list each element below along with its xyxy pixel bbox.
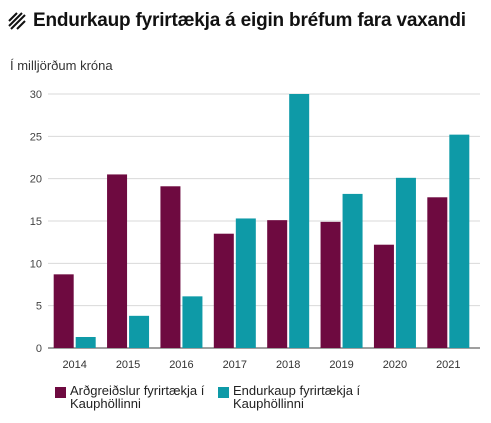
- bar-1-2014: [53, 274, 74, 348]
- bars: [53, 94, 470, 348]
- bar-1-2020: [373, 244, 394, 348]
- bar-1-2016: [160, 186, 181, 348]
- bar-1-2021: [427, 197, 448, 348]
- legend-swatch-2: [218, 387, 229, 398]
- y-tick-label: 30: [30, 89, 42, 101]
- legend-label-1: Arðgreiðslur fyrirtækja í Kauphöllinni: [70, 383, 205, 411]
- bar-2-2017: [235, 218, 256, 348]
- y-tick-label: 10: [30, 258, 42, 270]
- x-tick-label: 2020: [383, 359, 407, 371]
- y-axis-ticks: 0 5 10 15 20 25 30: [30, 89, 42, 355]
- y-tick-label: 5: [36, 301, 42, 313]
- y-tick-label: 0: [36, 343, 42, 355]
- bar-2-2021: [449, 134, 470, 348]
- bar-2-2014: [75, 336, 96, 348]
- legend-item-2: Endurkaup fyrirtækja í Kauphöllinni: [218, 384, 383, 410]
- bar-2-2015: [129, 315, 150, 348]
- hatch-icon: [8, 12, 26, 30]
- bar-2-2018: [289, 94, 310, 348]
- bar-1-2019: [320, 221, 341, 348]
- chart-title: Endurkaup fyrirtækja á eigin bréfum fara…: [33, 10, 466, 31]
- legend-item-1: Arðgreiðslur fyrirtækja í Kauphöllinni: [55, 384, 220, 410]
- legend-label-2: Endurkaup fyrirtækja í Kauphöllinni: [233, 383, 361, 411]
- bar-2-2019: [342, 193, 363, 348]
- x-tick-label: 2014: [62, 359, 86, 371]
- x-tick-label: 2016: [169, 359, 193, 371]
- y-tick-label: 15: [30, 216, 42, 228]
- bar-1-2017: [213, 233, 234, 348]
- bar-2-2016: [182, 296, 203, 348]
- x-tick-label: 2015: [116, 359, 140, 371]
- legend-swatch-1: [55, 387, 66, 398]
- bar-2-2020: [395, 177, 416, 348]
- x-tick-label: 2017: [223, 359, 247, 371]
- y-tick-label: 20: [30, 174, 42, 186]
- bar-1-2015: [107, 174, 128, 348]
- y-tick-label: 25: [30, 131, 42, 143]
- x-tick-label: 2021: [436, 359, 460, 371]
- title-row: Endurkaup fyrirtækja á eigin bréfum fara…: [8, 9, 466, 33]
- bar-1-2018: [267, 220, 288, 348]
- chart-subtitle: Í milljörðum króna: [10, 58, 113, 73]
- x-tick-label: 2018: [276, 359, 300, 371]
- x-tick-label: 2019: [329, 359, 353, 371]
- x-axis-ticks: 2014 2015 2016 2017 2018 2019 2020 2021: [62, 359, 460, 371]
